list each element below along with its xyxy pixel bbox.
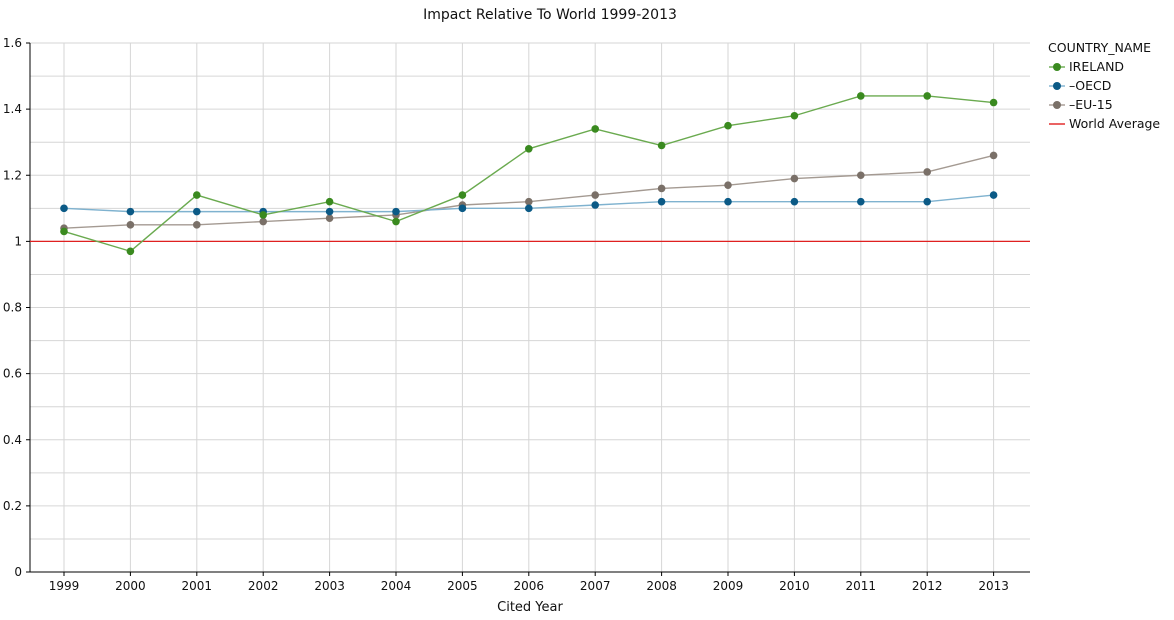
point-eu-15 <box>923 168 931 176</box>
point-eu-15 <box>193 221 201 229</box>
point-oecd <box>458 204 467 213</box>
point-eu-15 <box>790 174 799 183</box>
x-tick-label: 2002 <box>248 579 279 593</box>
point-ireland <box>392 217 400 226</box>
legend-label: World Average <box>1069 116 1161 131</box>
legend-line-icon <box>1049 122 1065 125</box>
point-oecd <box>989 191 998 199</box>
x-axis-label: Cited Year <box>497 600 563 615</box>
y-tick-label: 1 <box>14 234 22 248</box>
point-eu-15 <box>525 197 533 206</box>
chart-title: Impact Relative To World 1999-2013 <box>423 7 677 23</box>
point-oecd <box>193 207 201 216</box>
legend-label: IRELAND <box>1069 59 1125 74</box>
point-oecd <box>724 197 732 206</box>
x-tick-label: 2005 <box>447 579 478 593</box>
point-eu-15 <box>724 181 732 189</box>
legend-item-world-average: World Average <box>1048 114 1160 133</box>
point-oecd <box>325 207 334 216</box>
x-tick-label: 2010 <box>779 579 810 593</box>
point-ireland <box>724 121 732 130</box>
point-ireland <box>989 98 998 107</box>
x-tick-label: 2011 <box>846 579 877 593</box>
point-eu-15 <box>857 171 865 180</box>
x-tick-label: 2000 <box>115 579 146 593</box>
point-oecd <box>857 197 865 206</box>
point-ireland <box>458 191 467 199</box>
x-tick-label: 2009 <box>713 579 744 593</box>
x-tick-label: 2007 <box>580 579 611 593</box>
legend-label: –EU-15 <box>1069 97 1113 112</box>
x-tick-label: 2004 <box>381 579 412 593</box>
legend-item-oecd: –OECD <box>1048 76 1160 95</box>
x-tick-label: 2006 <box>514 579 545 593</box>
legend-marker-icon <box>1049 62 1065 71</box>
y-tick-label: 1.6 <box>3 36 22 50</box>
x-tick-label: 1999 <box>49 579 80 593</box>
y-tick-label: 0.6 <box>3 367 22 381</box>
point-ireland <box>325 197 334 206</box>
point-eu-15 <box>259 217 268 226</box>
point-oecd <box>392 207 400 216</box>
legend-marker-icon <box>1049 81 1065 90</box>
legend-title: COUNTRY_NAME <box>1048 40 1152 55</box>
point-ireland <box>126 247 135 256</box>
point-eu-15 <box>989 151 998 160</box>
x-tick-label: 2008 <box>646 579 677 593</box>
legend-item-eu-15: –EU-15 <box>1048 95 1160 114</box>
x-tick-label: 2013 <box>978 579 1009 593</box>
point-oecd <box>126 207 135 216</box>
y-tick-label: 0 <box>14 565 22 579</box>
point-eu-15 <box>591 191 599 199</box>
point-ireland <box>259 211 268 219</box>
y-tick-label: 0.4 <box>3 433 22 447</box>
legend-label: –OECD <box>1069 78 1112 93</box>
y-tick-label: 1.2 <box>3 168 22 182</box>
legend-marker-icon <box>1049 100 1065 109</box>
point-eu-15 <box>657 184 666 193</box>
point-ireland <box>857 92 865 100</box>
legend: COUNTRY_NAME IRELAND –OECD –EU-15 World Ave… <box>1048 40 1160 133</box>
y-tick-label: 1.4 <box>3 102 22 116</box>
point-ireland <box>790 111 799 120</box>
point-ireland <box>525 145 533 153</box>
point-oecd <box>525 204 533 213</box>
point-ireland <box>60 227 68 236</box>
point-oecd <box>591 201 599 209</box>
point-oecd <box>60 204 68 213</box>
point-oecd <box>657 197 666 206</box>
x-tick-label: 2012 <box>912 579 943 593</box>
point-ireland <box>657 141 666 150</box>
point-ireland <box>923 92 931 100</box>
legend-item-ireland: IRELAND <box>1048 57 1160 76</box>
point-eu-15 <box>325 214 334 223</box>
point-ireland <box>193 191 201 199</box>
x-tick-label: 2001 <box>182 579 213 593</box>
x-tick-label: 2003 <box>314 579 345 593</box>
point-oecd <box>790 197 799 206</box>
y-tick-label: 0.2 <box>3 499 22 513</box>
point-ireland <box>591 125 599 133</box>
point-eu-15 <box>126 221 135 229</box>
point-oecd <box>923 197 931 206</box>
y-tick-label: 0.8 <box>3 301 22 315</box>
